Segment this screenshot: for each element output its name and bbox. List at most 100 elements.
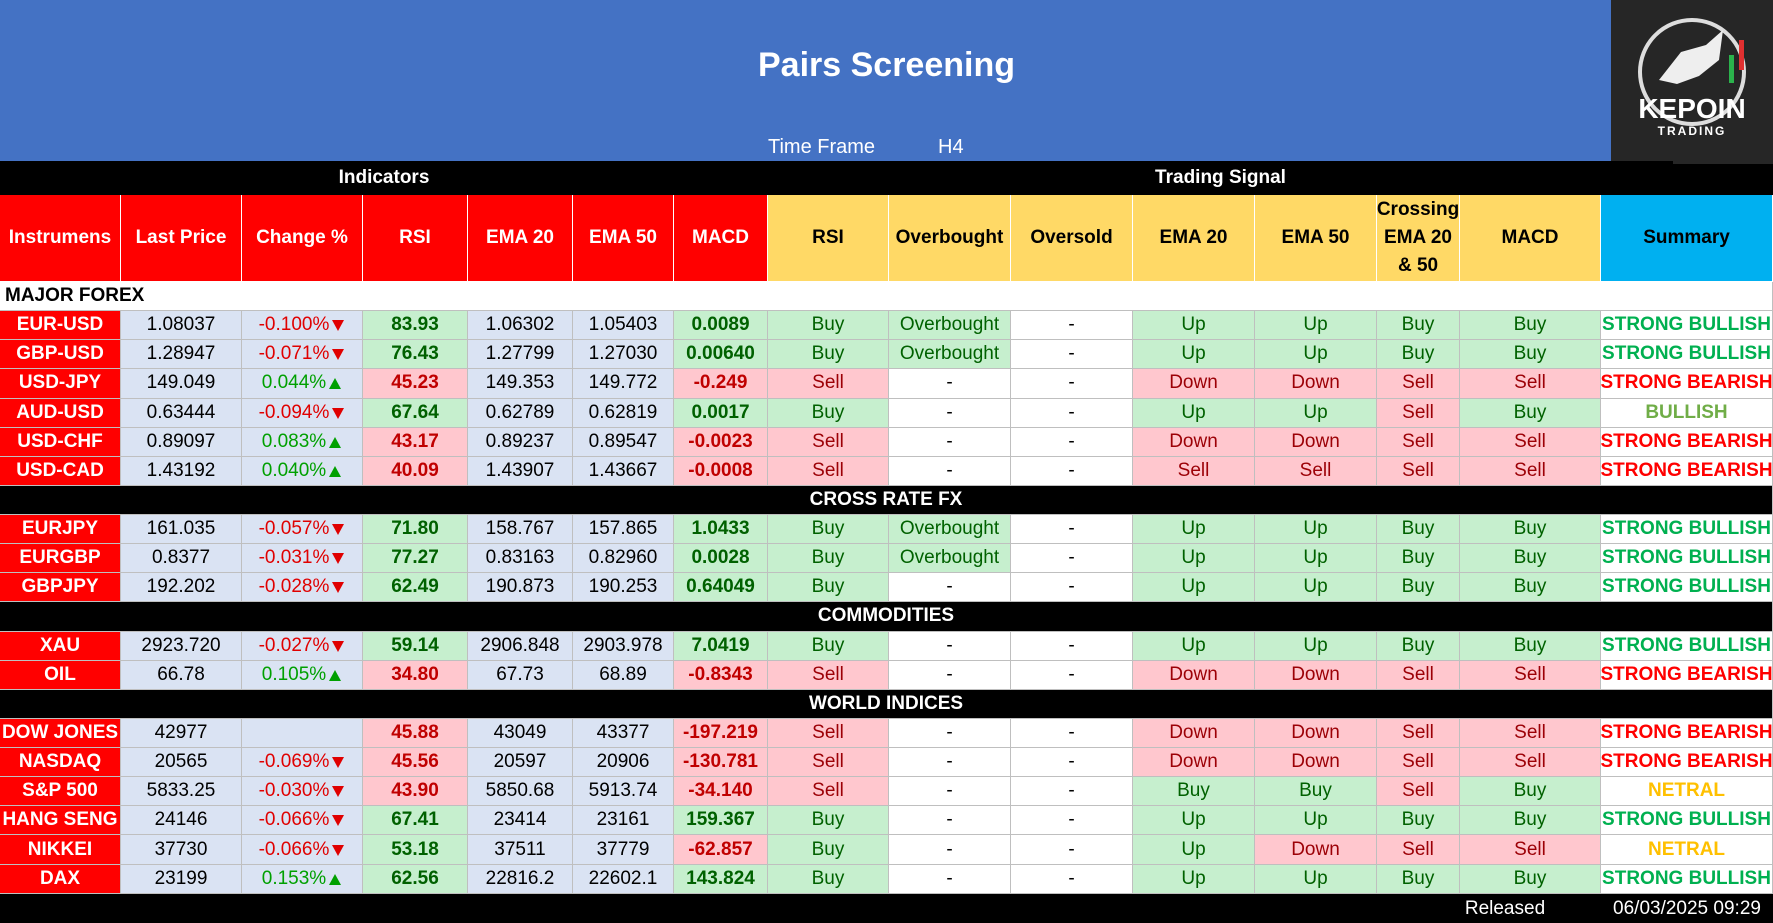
cell: 23414: [468, 806, 573, 836]
cell: STRONG BEARISH: [1601, 427, 1773, 457]
cell: Sell: [1460, 427, 1601, 457]
cell: 67.41: [363, 806, 468, 836]
cell: STRONG BULLISH: [1601, 515, 1773, 545]
cell: Sell: [768, 718, 889, 749]
cell: 24146: [121, 806, 242, 836]
cell: Down: [1255, 369, 1377, 399]
cell: -: [1011, 456, 1133, 486]
cell: -130.781: [674, 748, 768, 778]
cell: Down: [1133, 660, 1255, 690]
column-header: MACD: [1460, 195, 1601, 282]
cell: -: [1011, 311, 1133, 341]
cell: Buy: [1377, 340, 1460, 370]
cell: -0.0008: [674, 456, 768, 486]
cell: Buy: [1133, 777, 1255, 807]
cell: -: [889, 398, 1011, 428]
cell: Buy: [1460, 864, 1601, 894]
cell: 0.040%: [242, 456, 363, 486]
cell: Down: [1133, 748, 1255, 778]
cell: 53.18: [363, 835, 468, 865]
cell: Up: [1133, 835, 1255, 865]
cell: 0.153%: [242, 864, 363, 894]
cell: 37779: [573, 835, 674, 865]
cell: STRONG BULLISH: [1601, 864, 1773, 894]
trend-arrow-shape: [332, 815, 345, 827]
cell: 1.43192: [121, 456, 242, 486]
trend-arrow: [332, 757, 345, 769]
cell: Up: [1255, 573, 1377, 603]
cell: 159.367: [674, 806, 768, 836]
cell: Buy: [768, 835, 889, 865]
cell: -0.028%: [242, 573, 363, 603]
column-header: Change %: [242, 195, 363, 282]
cell: -: [1011, 660, 1133, 690]
cell: 0.0028: [674, 544, 768, 574]
cell: NETRAL: [1601, 777, 1773, 807]
cell: -0.249: [674, 369, 768, 399]
time-frame-label: Time Frame: [768, 136, 876, 158]
cell: 43377: [573, 718, 674, 749]
cell: 67.64: [363, 398, 468, 428]
cell: 192.202: [121, 573, 242, 603]
cell: 77.27: [363, 544, 468, 574]
cell: Up: [1255, 515, 1377, 545]
cell: 1.27030: [573, 340, 674, 370]
cell: Up: [1133, 311, 1255, 341]
cell: Buy: [768, 544, 889, 574]
cell: Up: [1255, 864, 1377, 894]
cell: 1.27799: [468, 340, 573, 370]
cell: 23199: [121, 864, 242, 894]
cell: Up: [1133, 515, 1255, 545]
cell: -: [889, 718, 1011, 749]
cell: -: [889, 777, 1011, 807]
cell: -: [889, 835, 1011, 865]
cell: Down: [1255, 427, 1377, 457]
cell: GBPJPY: [0, 573, 121, 603]
cell: Sell: [1377, 660, 1460, 690]
column-header: Oversold: [1011, 195, 1133, 282]
cell: Up: [1133, 573, 1255, 603]
cell: 5833.25: [121, 777, 242, 807]
cell: Up: [1255, 311, 1377, 341]
trend-arrow: [329, 873, 342, 885]
title-banner: [0, 0, 1611, 161]
column-header: MACD: [674, 195, 768, 282]
cell: -: [1011, 748, 1133, 778]
section-header: COMMODITIES: [0, 602, 1773, 632]
cell: 0.83163: [468, 544, 573, 574]
cell: -0.066%: [242, 806, 363, 836]
cell: STRONG BULLISH: [1601, 311, 1773, 341]
cell: 37511: [468, 835, 573, 865]
trend-arrow: [332, 844, 345, 856]
trend-arrow-shape: [329, 465, 342, 477]
cell: Buy: [1460, 398, 1601, 428]
logo-candle: [1729, 55, 1734, 83]
cell: -34.140: [674, 777, 768, 807]
trend-arrow-shape: [332, 553, 345, 565]
cell: Buy: [768, 573, 889, 603]
column-header: EMA 50: [573, 195, 674, 282]
trend-arrow: [329, 436, 342, 448]
cell: -: [889, 427, 1011, 457]
cell: STRONG BEARISH: [1601, 369, 1773, 399]
cell: -: [889, 631, 1011, 661]
cell: STRONG BULLISH: [1601, 340, 1773, 370]
cell: 149.772: [573, 369, 674, 399]
trend-arrow: [332, 349, 345, 361]
cell: 1.05403: [573, 311, 674, 341]
group-header: Trading Signal: [768, 161, 1673, 195]
cell: NETRAL: [1601, 835, 1773, 865]
cell: 1.28947: [121, 340, 242, 370]
cell: 42977: [121, 718, 242, 749]
cell: Sell: [768, 369, 889, 399]
cell: -0.066%: [242, 835, 363, 865]
trend-arrow: [332, 407, 345, 419]
cell: Sell: [1460, 456, 1601, 486]
cell: -: [1011, 369, 1133, 399]
cell: Sell: [1377, 427, 1460, 457]
cell: Buy: [768, 864, 889, 894]
cell: 5913.74: [573, 777, 674, 807]
cell: 1.43907: [468, 456, 573, 486]
cell: Buy: [1377, 311, 1460, 341]
cell: Buy: [1377, 806, 1460, 836]
